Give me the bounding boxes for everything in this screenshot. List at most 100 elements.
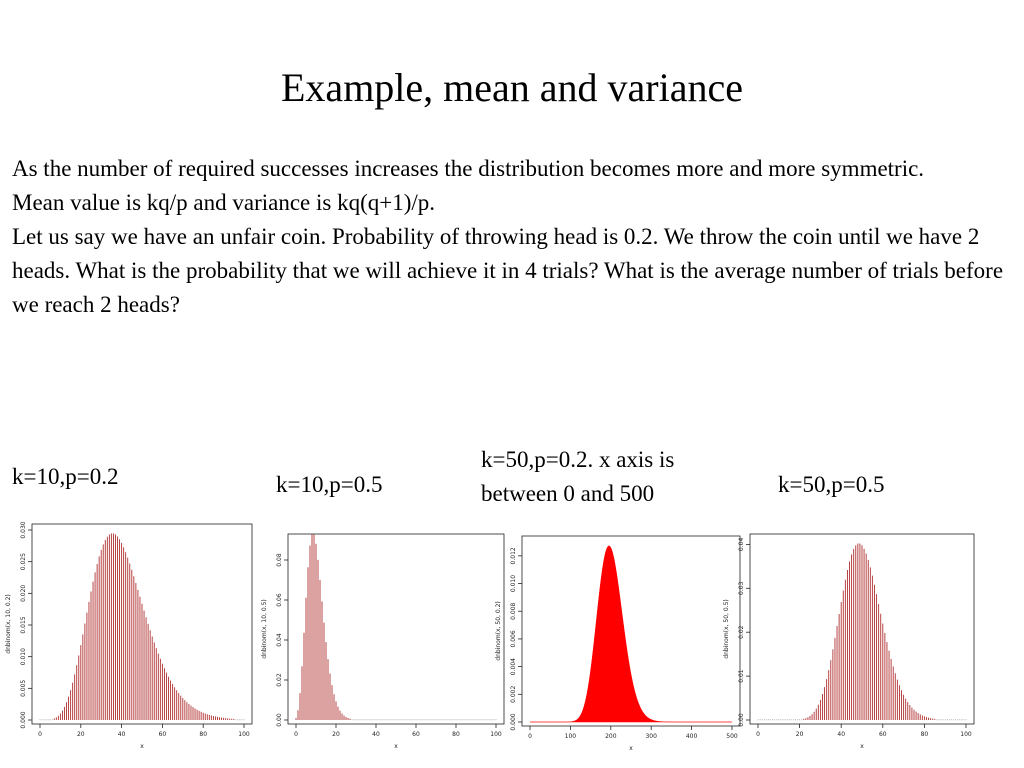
bar [959, 719, 961, 721]
bar [780, 719, 782, 721]
plot-frame [287, 533, 505, 725]
y-tick-label: 0.06 [276, 593, 283, 607]
bar [385, 719, 387, 721]
bar [243, 719, 245, 721]
y-tick-label: 0.02 [738, 625, 745, 639]
bar [361, 719, 363, 721]
bar [942, 719, 944, 721]
bar [463, 719, 465, 721]
bar [383, 719, 385, 721]
bar [483, 719, 485, 721]
bar [399, 719, 401, 721]
y-tick-label: 0.020 [20, 585, 27, 602]
bar [449, 719, 451, 721]
bar [455, 719, 457, 721]
bar [963, 719, 965, 721]
y-tick-label: 0.030 [20, 521, 27, 538]
bar [761, 719, 763, 721]
x-tick-label: 0 [756, 731, 760, 738]
caption-k10-p02: k=10,p=0.2 [12, 464, 119, 489]
bar [395, 719, 397, 721]
bar [409, 719, 411, 721]
bar [365, 719, 367, 721]
bar [49, 719, 51, 721]
plot-k50-p02-svg: 0 100 200 300 400 500 0.000 0.002 0.004 0.006 0.00… [495, 535, 741, 752]
x-tick-label: 100 [960, 731, 972, 738]
bar [465, 719, 467, 721]
x-tick-label: 0 [528, 733, 532, 740]
bar [763, 719, 765, 721]
bar [940, 719, 942, 721]
bar [461, 719, 463, 721]
bar [491, 719, 493, 721]
bar [51, 719, 53, 721]
bar [405, 719, 407, 721]
y-tick-label: 0.00 [276, 713, 283, 727]
x-axis-label: x [394, 743, 398, 750]
bar [948, 719, 950, 721]
y-tick-label: 0.008 [510, 602, 517, 619]
bar [797, 719, 798, 721]
bar [459, 719, 461, 721]
bar [801, 719, 803, 721]
plot-frame [521, 535, 741, 727]
x-axis-label: x [629, 745, 633, 752]
bar [363, 719, 365, 721]
slide-title: Example, mean and variance [281, 65, 743, 110]
bar [469, 719, 471, 721]
bar [41, 719, 43, 721]
bar [437, 719, 439, 721]
plot-frame [31, 523, 253, 725]
x-tick-label: 0 [294, 731, 298, 738]
bar [457, 719, 459, 721]
y-tick-label: 0.015 [20, 616, 27, 633]
x-tick-label: 100 [565, 733, 577, 740]
bar [397, 719, 399, 721]
y-tick-label: 0.04 [738, 538, 745, 552]
body-paragraph: As the number of required successes incr… [12, 156, 925, 181]
bar [433, 719, 435, 721]
x-tick-label: 100 [238, 731, 250, 738]
y-tick-label: 0.04 [276, 633, 283, 647]
bar [765, 719, 767, 721]
bar [427, 719, 429, 721]
density-area [530, 545, 732, 723]
bar [471, 719, 473, 721]
bar [415, 719, 417, 721]
bar [239, 719, 241, 721]
plot-k50-p05-svg: 0 20 40 60 80 100 0.00 0.01 0.02 0.03 0.04 x dnbinom… [723, 533, 975, 750]
bar [961, 719, 963, 721]
bar [393, 719, 395, 721]
bar [355, 719, 357, 721]
bar [421, 719, 423, 721]
bar [946, 719, 948, 721]
x-tick-label: 60 [879, 731, 887, 738]
y-tick-label: 0.03 [738, 581, 745, 595]
x-tick-label: 20 [796, 731, 804, 738]
bar [369, 719, 371, 721]
y-tick-label: 0.000 [20, 711, 27, 728]
bar [955, 719, 956, 721]
plot-k10-p05-svg: 0 20 40 60 80 100 0.00 0.02 0.04 0.06 0.08 x dnbinom… [261, 533, 505, 750]
bar [757, 719, 759, 721]
slide-body: As the number of required successes incr… [12, 152, 1012, 322]
bar [936, 719, 938, 721]
bar [381, 719, 383, 721]
bar [770, 719, 771, 721]
bar [425, 719, 427, 721]
x-tick-label: 100 [490, 731, 502, 738]
bar [957, 719, 959, 721]
y-tick-label: 0.010 [20, 648, 27, 665]
bar [379, 719, 381, 721]
body-paragraph: Mean value is kq/p and variance is kq(q+… [12, 190, 436, 215]
x-axis-label: x [140, 743, 144, 750]
x-axis-label: x [860, 743, 864, 750]
bar [371, 719, 373, 721]
bar [367, 719, 369, 721]
bar [39, 719, 41, 721]
plot-k10-p05: 0 20 40 60 80 100 0.00 0.02 0.04 0.06 0.08 x dnbinom… [258, 528, 510, 764]
x-tick-label: 80 [452, 731, 460, 738]
x-tick-label: 0 [38, 731, 42, 738]
bar [377, 719, 379, 721]
y-axis-label: dnbinom(x, 50, 0.2) [495, 601, 502, 660]
